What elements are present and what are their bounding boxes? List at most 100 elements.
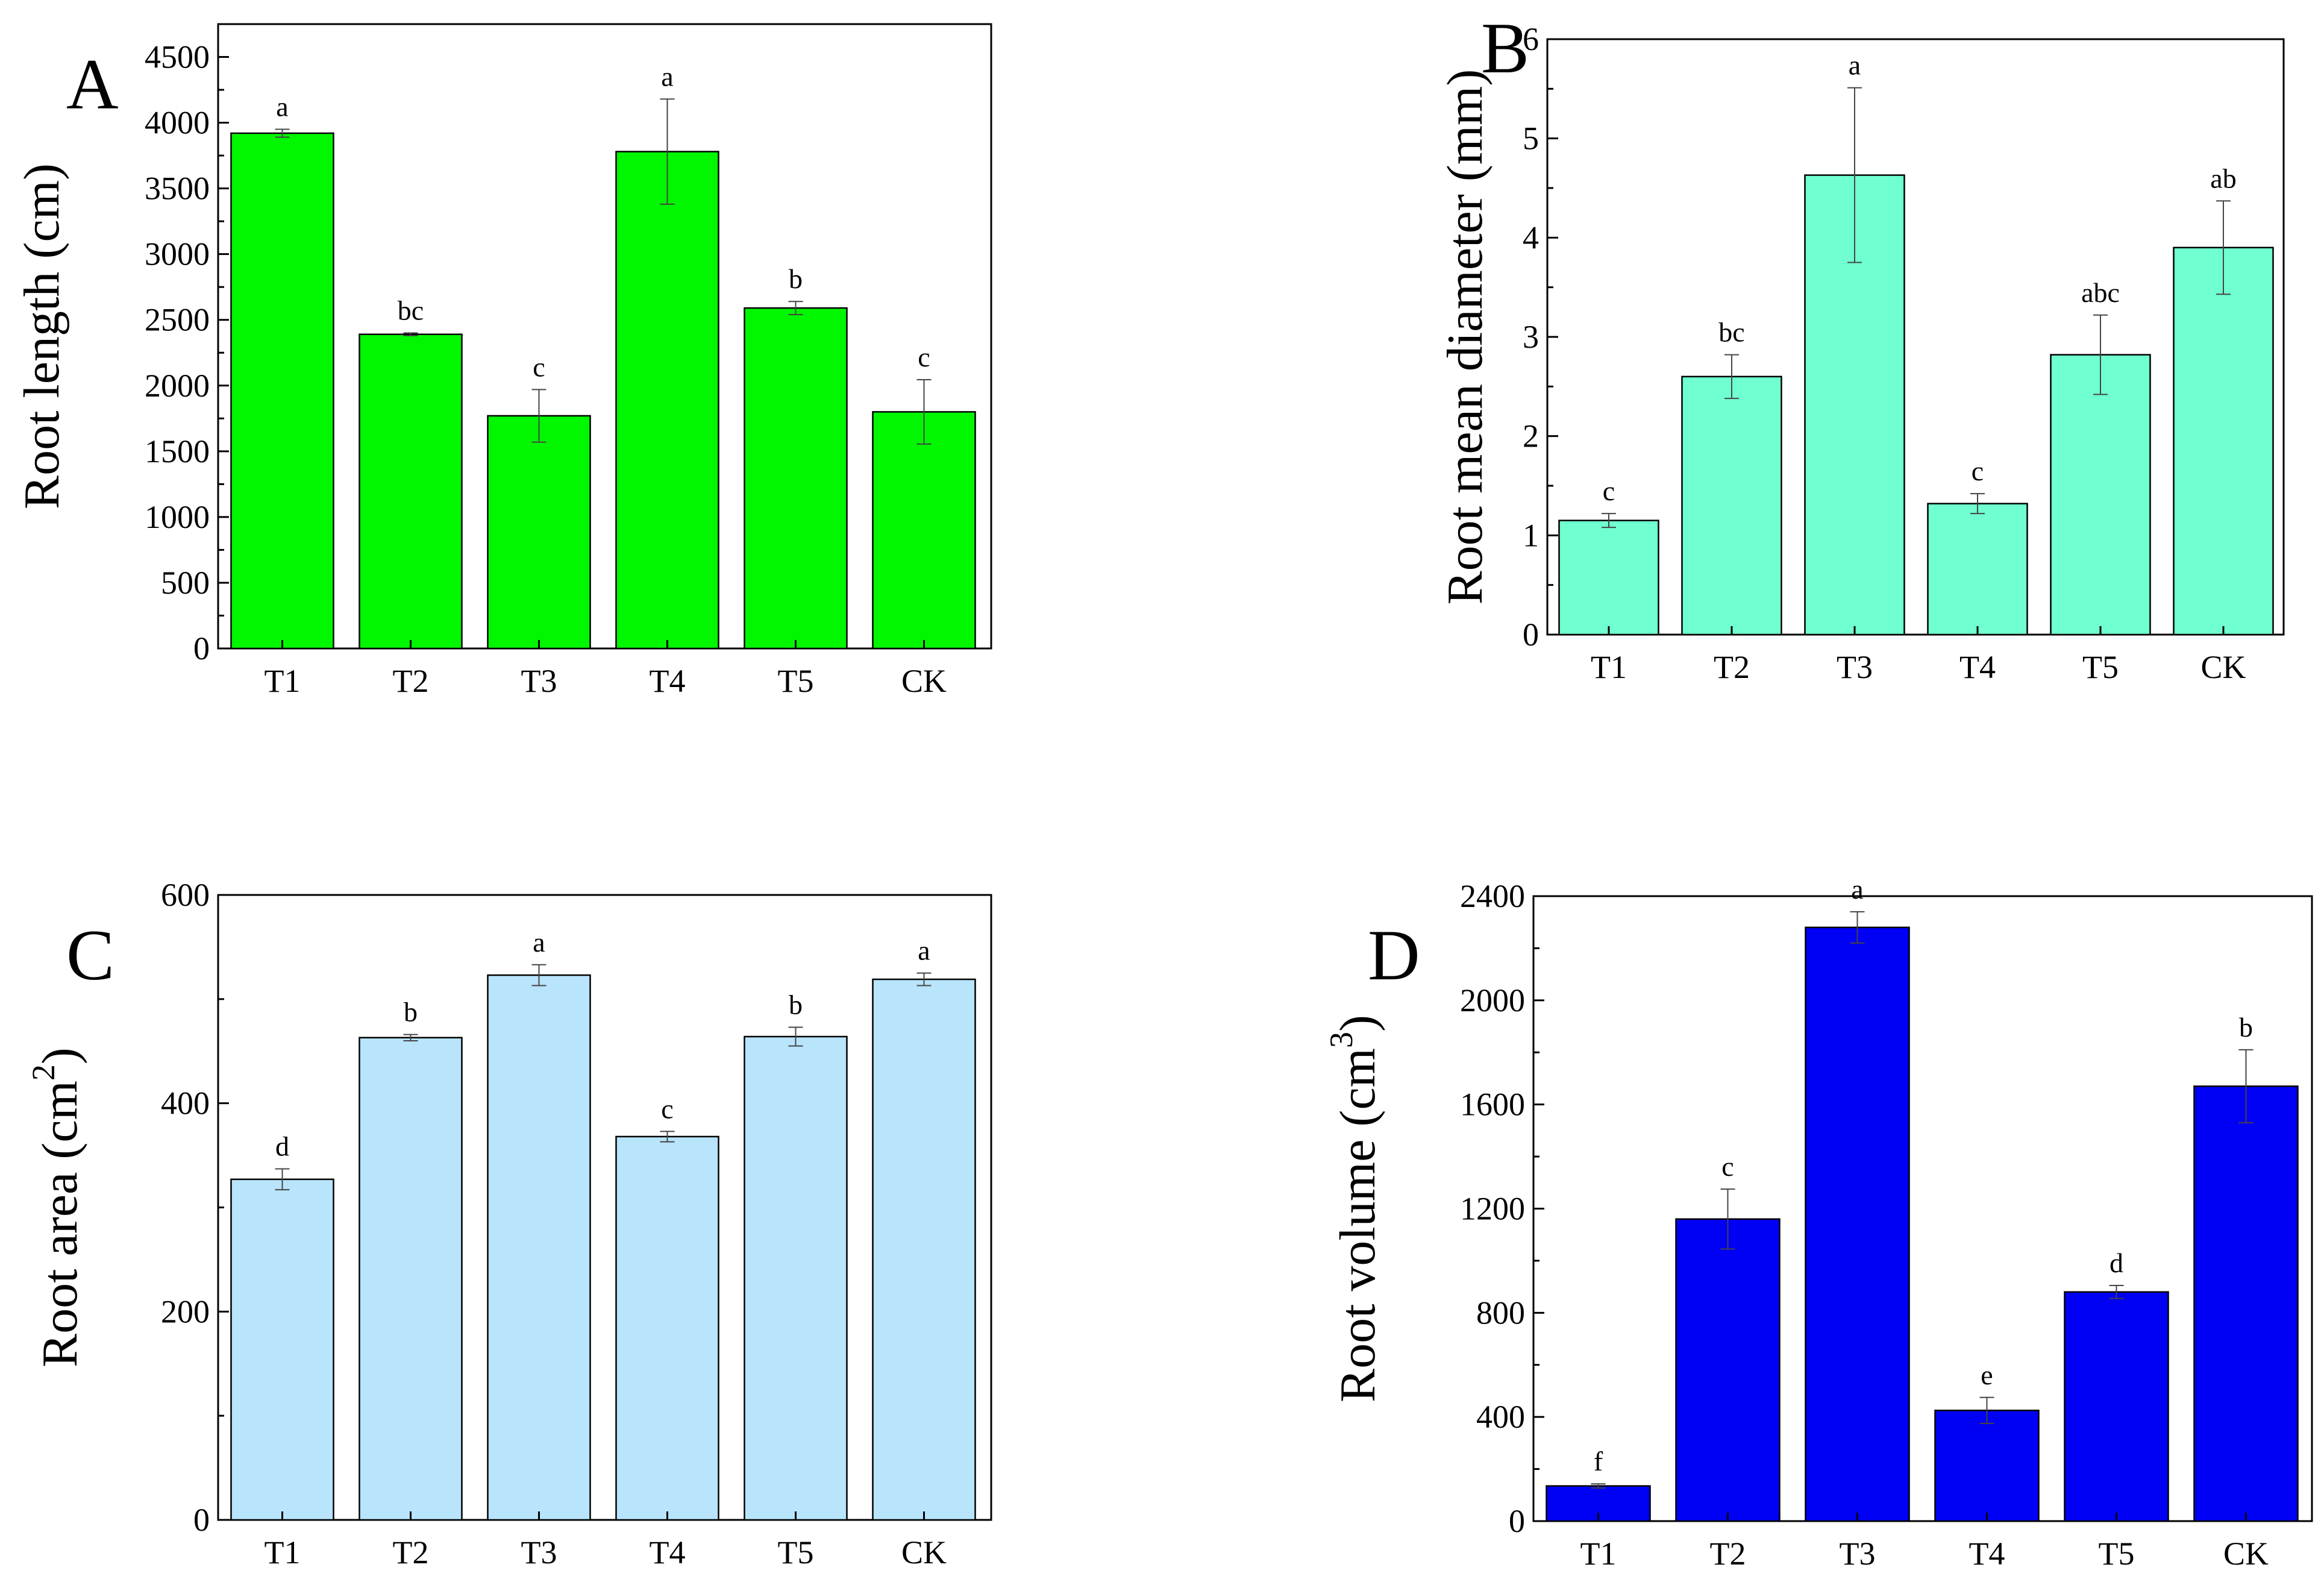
y-tick-label: 500 (161, 565, 210, 601)
bar-t5 (2064, 1291, 2169, 1522)
y-tick-label: 5 (1523, 121, 1539, 157)
significance-label: c (661, 1093, 673, 1124)
bar-ck (2193, 1085, 2299, 1522)
x-tick-label: T2 (1710, 1536, 1746, 1572)
y-tick-label: 1000 (145, 499, 210, 535)
x-tick-label: T2 (393, 1534, 429, 1571)
chart-panel-c: C 0 200 400 600 Root area (cm2) d T1 b T2 a T3 c T4 b T… (25, 877, 992, 1571)
y-axis-title: Root volume (cm3) (1323, 1015, 1386, 1402)
significance-label: c (1721, 1151, 1734, 1182)
bar-t1 (1558, 519, 1659, 636)
chart-panel-a: A 0 500 1000 1500 2000 2500 3000 3500 4000 4500 Roo… (14, 23, 992, 699)
panel-letter: A (66, 44, 119, 124)
significance-label: f (1594, 1446, 1603, 1477)
y-tick-label: 2000 (1460, 982, 1525, 1018)
y-axis-title: Root area (cm2) (25, 1047, 88, 1367)
x-tick-label: T1 (265, 663, 301, 699)
y-tick-label: 1200 (1460, 1191, 1525, 1227)
significance-label: e (1981, 1360, 1993, 1390)
bar-t2 (1681, 375, 1782, 636)
x-tick-label: T3 (1840, 1536, 1876, 1572)
significance-label: d (275, 1131, 289, 1162)
bar-t1 (230, 1178, 334, 1521)
x-tick-label: T5 (778, 1534, 814, 1571)
x-tick-label: T5 (2099, 1536, 2135, 1572)
y-tick-label: 600 (161, 877, 210, 913)
panel-letter: B (1481, 8, 1529, 88)
bar-t5 (2050, 354, 2151, 636)
significance-label: a (1849, 50, 1861, 81)
x-tick-label: T3 (1837, 649, 1873, 685)
significance-label: ab (2210, 163, 2236, 193)
bar-t3 (487, 974, 591, 1521)
significance-label: c (533, 351, 545, 382)
x-tick-label: T1 (1591, 649, 1627, 685)
significance-label: c (1972, 456, 1984, 486)
y-tick-label: 3500 (145, 171, 210, 207)
y-tick-label: 1500 (145, 433, 210, 469)
y-tick-label: 2400 (1460, 878, 1525, 914)
y-axis-title: Root length (cm) (14, 163, 70, 509)
plot-frame (217, 23, 992, 650)
bar-t2 (359, 333, 463, 650)
significance-label: a (276, 91, 288, 122)
significance-label: b (2239, 1012, 2253, 1043)
significance-label: bc (398, 295, 424, 326)
y-tick-label: 800 (1476, 1295, 1525, 1331)
y-tick-label: 4000 (145, 105, 210, 141)
y-tick-label: 0 (193, 1502, 210, 1538)
y-tick-label: 3000 (145, 236, 210, 272)
y-tick-label: 1 (1523, 517, 1539, 553)
x-tick-label: T1 (265, 1534, 301, 1571)
significance-label: bc (1718, 317, 1744, 348)
y-tick-label: 2500 (145, 302, 210, 338)
bar-t2 (359, 1037, 463, 1521)
y-tick-label: 200 (161, 1293, 210, 1329)
x-tick-label: CK (2200, 649, 2246, 685)
significance-label: b (404, 997, 418, 1028)
significance-label: a (533, 927, 545, 958)
x-tick-label: T3 (521, 663, 557, 699)
x-tick-label: T2 (1714, 649, 1750, 685)
x-tick-label: T4 (650, 1534, 686, 1571)
x-tick-label: T1 (1580, 1536, 1617, 1572)
bar-t2 (1675, 1218, 1781, 1522)
panel-letter: C (66, 915, 114, 995)
y-tick-label: 400 (1476, 1399, 1525, 1435)
significance-label: a (918, 935, 930, 966)
bar-ck (872, 411, 976, 650)
bar-t4 (615, 151, 719, 650)
bar-t4 (615, 1135, 719, 1521)
significance-label: abc (2081, 277, 2120, 308)
y-tick-label: 0 (1523, 617, 1539, 653)
x-tick-label: T3 (521, 1534, 557, 1571)
significance-label: c (918, 342, 930, 372)
chart-panel-d: D 0 400 800 1200 1600 2000 2400 Root volume (cm3… (1323, 874, 2313, 1572)
bar-t4 (1927, 503, 2028, 636)
x-tick-label: T2 (393, 663, 429, 699)
x-tick-label: CK (901, 663, 947, 699)
x-tick-label: CK (2223, 1536, 2269, 1572)
y-tick-label: 2000 (145, 368, 210, 404)
y-tick-label: 1600 (1460, 1087, 1525, 1123)
bar-t3 (487, 415, 591, 650)
significance-label: a (1851, 874, 1863, 905)
x-tick-label: T4 (650, 663, 686, 699)
panel-letter: D (1368, 915, 1420, 995)
significance-label: b (789, 263, 803, 294)
bar-t4 (1934, 1410, 2040, 1522)
y-axis-title: Root mean diameter (mm) (1437, 69, 1493, 605)
bar-t5 (744, 307, 848, 650)
y-tick-label: 4 (1523, 219, 1539, 256)
x-tick-label: T5 (2082, 649, 2119, 685)
chart-panel-b: B 0 1 2 3 4 5 6 Root mean diameter (mm) c T1 bc T2 a T… (1437, 8, 2285, 685)
significance-label: d (2109, 1247, 2123, 1278)
x-tick-label: T4 (1969, 1536, 2005, 1572)
significance-label: c (1603, 475, 1615, 506)
bar-ck (872, 978, 976, 1521)
significance-label: b (789, 989, 803, 1020)
y-tick-label: 0 (1509, 1503, 1525, 1539)
y-tick-label: 3 (1523, 319, 1539, 355)
y-tick-label: 2 (1523, 418, 1539, 454)
y-tick-label: 0 (193, 630, 210, 667)
